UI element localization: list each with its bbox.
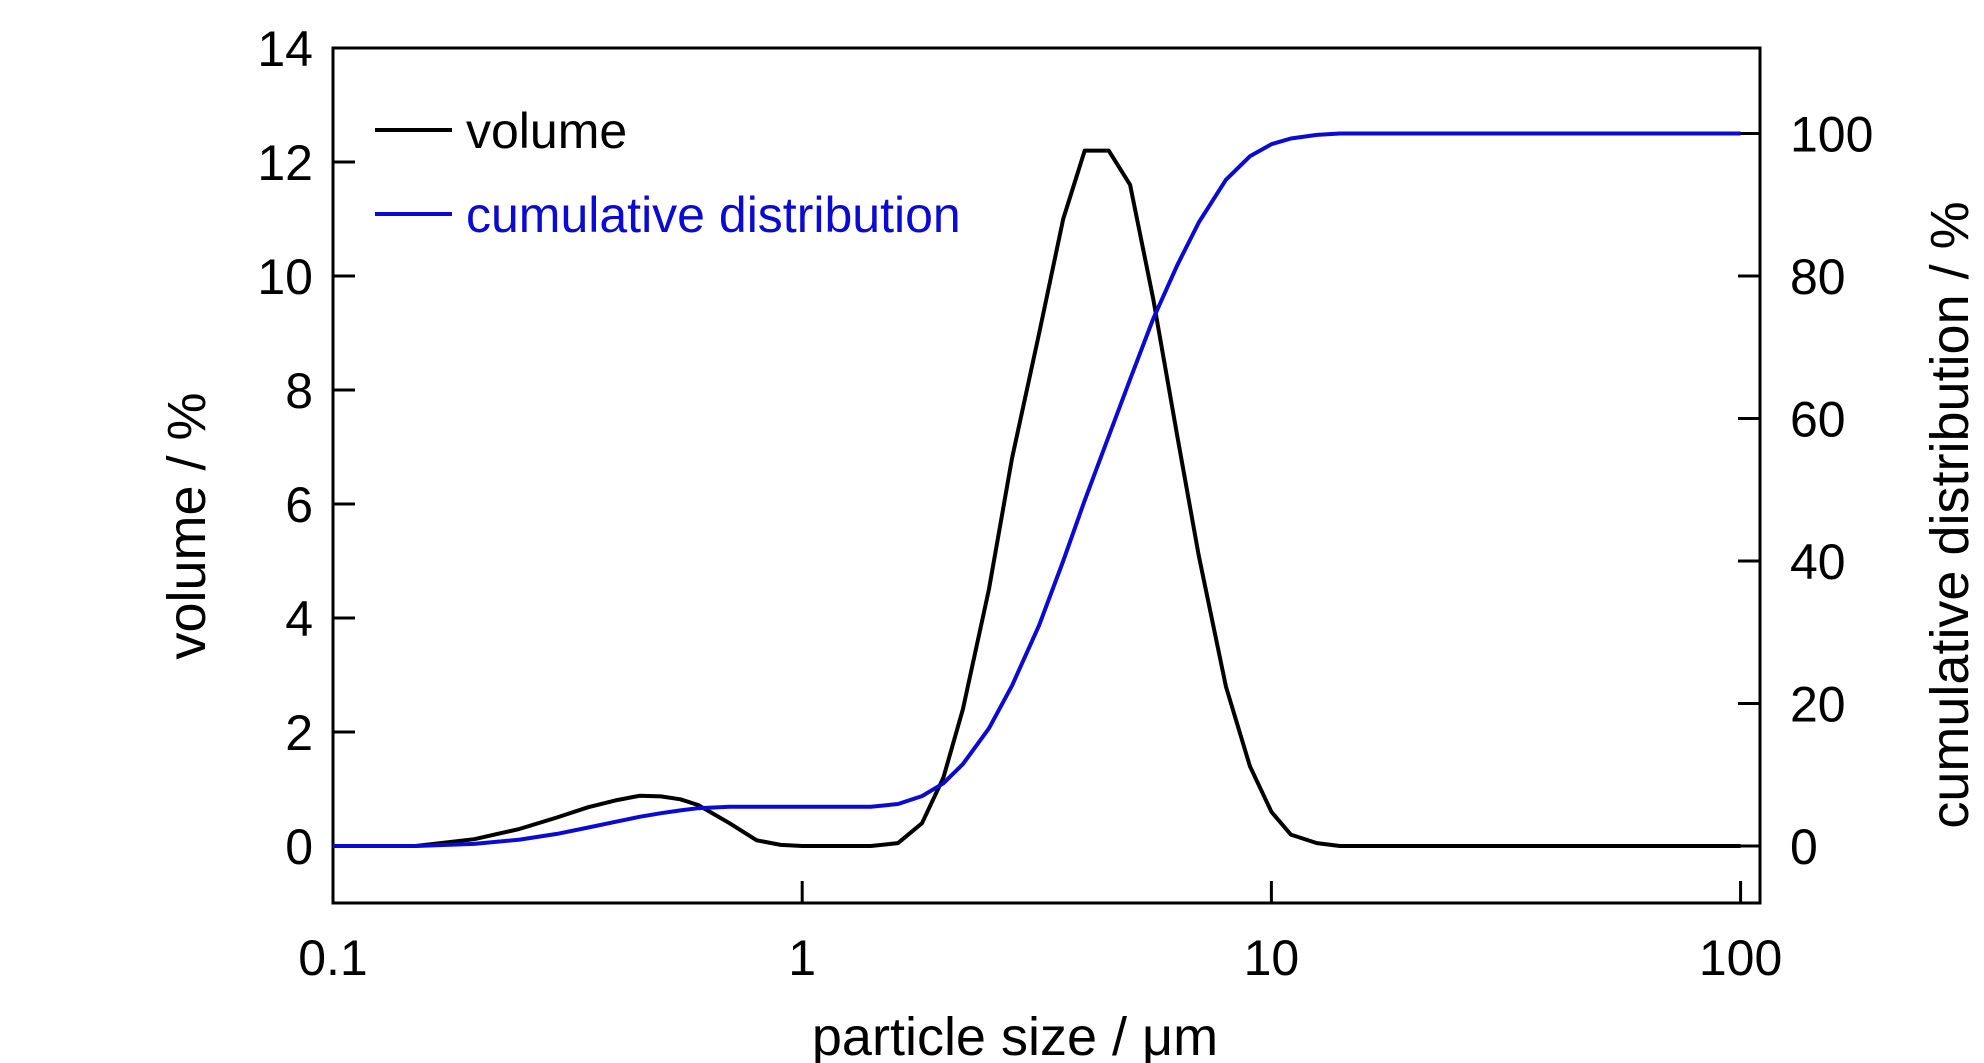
x-tick-label: 100 <box>1699 930 1782 986</box>
y-axis-right: 0 20 40 60 80 100 <box>1738 107 1873 875</box>
series-layer <box>333 131 1741 848</box>
y2-tick-label: 40 <box>1790 534 1846 590</box>
plot-frame <box>331 46 1762 905</box>
y2-tick-label: 60 <box>1790 392 1846 448</box>
legend: volume cumulative distribution <box>375 103 961 243</box>
y-axis-left: 0 2 4 6 8 10 12 14 <box>257 21 355 875</box>
series-cumulative-line <box>333 131 1741 848</box>
legend-cumulative-label: cumulative distribution <box>466 187 961 243</box>
y2-tick-label: 20 <box>1790 677 1846 733</box>
y-tick-label: 8 <box>285 363 313 419</box>
y-tick-label: 14 <box>257 21 313 77</box>
y2-tick-label: 100 <box>1790 107 1873 163</box>
y-tick-label: 2 <box>285 705 313 761</box>
y2-tick-label: 0 <box>1790 819 1818 875</box>
x-axis-title: particle size / μm <box>812 1007 1218 1063</box>
y2-tick-label: 80 <box>1790 249 1846 305</box>
y-tick-label: 12 <box>257 135 313 191</box>
x-tick-label: 10 <box>1244 930 1300 986</box>
y-tick-label: 10 <box>257 249 313 305</box>
x-tick-label: 1 <box>788 930 816 986</box>
x-tick-label: 0.1 <box>298 930 368 986</box>
legend-volume-label: volume <box>466 103 627 159</box>
y-tick-label: 6 <box>285 477 313 533</box>
y2-axis-title: cumulative distribution / % <box>1920 201 1980 828</box>
y-tick-label: 4 <box>285 591 313 647</box>
y-tick-label: 0 <box>285 819 313 875</box>
series-volume-line <box>333 148 1741 848</box>
y-axis-title: volume / % <box>157 392 217 659</box>
x-axis: 0.1 1 10 100 <box>298 881 1782 986</box>
